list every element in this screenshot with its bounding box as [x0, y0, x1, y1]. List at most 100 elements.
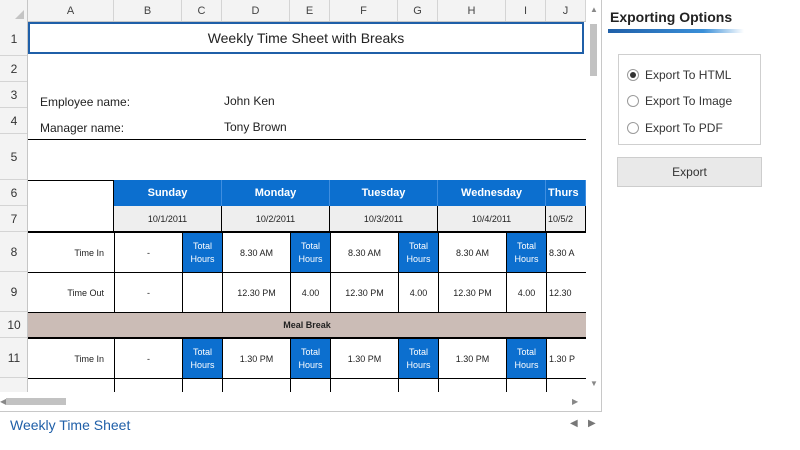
time-out-cell[interactable]: - [114, 272, 183, 313]
grid-line [222, 378, 223, 392]
manager-name-value[interactable]: Tony Brown [224, 120, 287, 134]
row-header[interactable]: 5 [0, 134, 27, 180]
day-header[interactable]: Thurs [546, 180, 586, 206]
total-hours-cell[interactable]: 4.00 [506, 272, 547, 313]
total-hours-header[interactable]: Total Hours [506, 338, 547, 379]
sheet-tab[interactable]: Weekly Time Sheet [2, 412, 139, 438]
scroll-left-icon[interactable]: ◀ [0, 397, 7, 406]
grid-line [182, 378, 183, 392]
header-divider [28, 139, 586, 140]
row-header[interactable]: 1 [0, 22, 27, 56]
employee-name-value[interactable]: John Ken [224, 94, 275, 108]
total-hours-header[interactable]: Total Hours [398, 232, 439, 273]
date-cell[interactable]: 10/1/2011 [114, 206, 222, 232]
column-header[interactable]: D [222, 0, 290, 21]
total-hours-header[interactable]: Total Hours [506, 232, 547, 273]
spreadsheet[interactable]: A B C D E F G H I J 1 2 3 4 5 6 7 8 9 10… [0, 0, 602, 412]
total-hours-cell[interactable]: 4.00 [398, 272, 439, 313]
radio-unchecked-icon[interactable] [627, 122, 639, 134]
time-in-cell[interactable]: 8.30 AM [330, 232, 399, 273]
grid-line [398, 378, 399, 392]
select-all-corner[interactable] [0, 0, 28, 22]
row-header[interactable]: 11 [0, 338, 27, 378]
date-cell[interactable]: 10/5/2 [546, 206, 586, 232]
total-hours-header[interactable]: Total Hours [182, 338, 223, 379]
radio-unchecked-icon[interactable] [627, 95, 639, 107]
table-corner-cell[interactable] [28, 180, 114, 232]
export-options-group: Export To HTML Export To Image Export To… [618, 54, 761, 145]
day-header[interactable]: Wednesday [438, 180, 546, 206]
tab-next-icon[interactable]: ▶ [588, 418, 596, 429]
column-header[interactable]: E [290, 0, 330, 21]
option-label: Export To PDF [645, 121, 723, 135]
vertical-scroll-thumb[interactable] [590, 24, 597, 76]
row-header[interactable]: 4 [0, 108, 27, 134]
time-in-cell[interactable]: - [114, 338, 183, 379]
time-out-cell[interactable]: 12.30 PM [330, 272, 399, 313]
horizontal-scrollbar[interactable]: ◀ ▶ [0, 392, 586, 411]
panel-title: Exporting Options [610, 9, 733, 25]
time-out-cell[interactable]: 12.30 PM [222, 272, 291, 313]
scroll-right-icon[interactable]: ▶ [572, 397, 579, 406]
row-header[interactable]: 8 [0, 232, 27, 272]
total-hours-header[interactable]: Total Hours [398, 338, 439, 379]
total-hours-header[interactable]: Total Hours [290, 338, 331, 379]
day-header[interactable]: Monday [222, 180, 330, 206]
row-header[interactable]: 9 [0, 272, 27, 312]
export-html-option[interactable]: Export To HTML [627, 68, 731, 82]
day-header[interactable]: Tuesday [330, 180, 438, 206]
export-button[interactable]: Export [617, 157, 762, 187]
grid-line [330, 378, 331, 392]
column-header[interactable]: C [182, 0, 222, 21]
time-in-cell[interactable]: 1.30 P [546, 338, 586, 379]
scroll-down-icon[interactable]: ▼ [590, 379, 598, 388]
column-header[interactable]: B [114, 0, 182, 21]
radio-checked-icon[interactable] [627, 69, 639, 81]
time-in-label[interactable]: Time In [28, 338, 115, 379]
time-in-label[interactable]: Time In [28, 232, 115, 273]
column-header[interactable]: A [28, 0, 114, 21]
time-out-cell[interactable]: 12.30 PM [438, 272, 507, 313]
time-in-cell[interactable]: 8.30 AM [438, 232, 507, 273]
column-header[interactable]: I [506, 0, 546, 21]
row-header[interactable]: 2 [0, 56, 27, 82]
total-hours-cell[interactable]: 4.00 [290, 272, 331, 313]
sheet-title[interactable]: Weekly Time Sheet with Breaks [28, 22, 584, 54]
total-hours-header[interactable]: Total Hours [290, 232, 331, 273]
employee-name-label[interactable]: Employee name: [40, 95, 131, 109]
time-in-cell[interactable]: - [114, 232, 183, 273]
column-header[interactable]: G [398, 0, 438, 21]
scroll-up-icon[interactable]: ▲ [590, 5, 598, 14]
grid-line [438, 378, 439, 392]
time-in-cell[interactable]: 1.30 PM [330, 338, 399, 379]
time-in-cell[interactable]: 8.30 AM [222, 232, 291, 273]
time-in-cell[interactable]: 8.30 A [546, 232, 586, 273]
vertical-scrollbar[interactable]: ▲ ▼ [586, 0, 601, 392]
time-in-cell[interactable]: 1.30 PM [438, 338, 507, 379]
time-out-label[interactable]: Time Out [28, 272, 115, 313]
total-hours-header[interactable]: Total Hours [182, 232, 223, 273]
date-cell[interactable]: 10/3/2011 [330, 206, 438, 232]
total-hours-cell[interactable] [182, 272, 223, 313]
manager-name-label[interactable]: Manager name: [40, 121, 125, 135]
row-header[interactable]: 3 [0, 82, 27, 108]
time-in-cell[interactable]: 1.30 PM [222, 338, 291, 379]
date-cell[interactable]: 10/2/2011 [222, 206, 330, 232]
meal-break-row[interactable]: Meal Break [28, 312, 586, 338]
cell-grid[interactable]: Weekly Time Sheet with Breaks Employee n… [28, 22, 586, 392]
time-out-cell[interactable]: 12.30 [546, 272, 586, 313]
export-pdf-option[interactable]: Export To PDF [627, 121, 723, 135]
horizontal-scroll-thumb[interactable] [6, 398, 66, 405]
row-header[interactable] [0, 378, 27, 392]
date-cell[interactable]: 10/4/2011 [438, 206, 546, 232]
grid-line [290, 378, 291, 392]
row-header[interactable]: 10 [0, 312, 27, 338]
tab-prev-icon[interactable]: ◀ [570, 418, 578, 429]
column-header[interactable]: J [546, 0, 586, 21]
row-header[interactable]: 6 [0, 180, 27, 206]
day-header[interactable]: Sunday [114, 180, 222, 206]
column-header[interactable]: F [330, 0, 398, 21]
column-header[interactable]: H [438, 0, 506, 21]
row-header[interactable]: 7 [0, 206, 27, 232]
export-image-option[interactable]: Export To Image [627, 94, 732, 108]
